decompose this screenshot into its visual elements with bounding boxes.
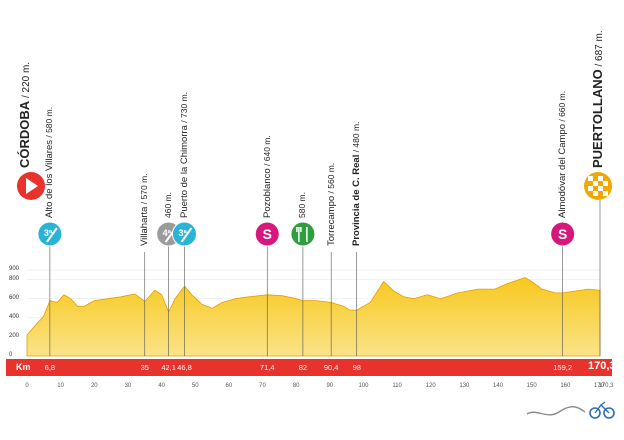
km-total: 170,3 [588, 360, 616, 372]
waypoint-label: Villaharta / 570 m. [139, 173, 150, 246]
x-tick-label: 30 [124, 383, 132, 389]
place-altitude: / 220 m. [21, 61, 32, 101]
climb-3-icon: 3ª [37, 221, 63, 247]
waypoint-km: 35 [140, 363, 149, 372]
svg-text:3ª: 3ª [178, 228, 187, 238]
y-tick-label: 800 [9, 275, 20, 282]
place-name: CÓRDOBA [17, 100, 32, 168]
place-altitude: / 570 m. [139, 173, 150, 207]
sprint-icon: S [254, 221, 280, 247]
x-tick-label: 110 [392, 383, 402, 389]
waypoint-label: 580 m. [297, 192, 308, 218]
place-name: Alto de los Villares [44, 140, 56, 218]
x-tick-label: 170,3 [598, 383, 614, 389]
x-tick-label: 90 [326, 383, 334, 389]
place-altitude: / 580 m. [44, 106, 55, 141]
waypoint-label: Pozoblanco / 640 m. [262, 135, 273, 218]
place-altitude: 580 m. [297, 192, 308, 218]
start-label: CÓRDOBA / 220 m. [17, 61, 34, 168]
x-tick-label: 20 [90, 383, 98, 389]
waypoint-label: Provincia de C. Real / 480 m. [351, 122, 362, 246]
waypoint-km: 98 [352, 363, 361, 372]
y-tick-label: 900 [9, 266, 20, 272]
x-tick-label: 70 [259, 383, 266, 389]
place-altitude: 460 m. [163, 192, 174, 218]
place-name: Pozoblanco [261, 168, 273, 218]
km-bar-label: Km [16, 362, 31, 372]
x-tick-label: 150 [526, 383, 537, 389]
waypoint-km: 82 [298, 363, 308, 372]
x-tick-label: 80 [292, 383, 300, 389]
svg-text:S: S [558, 226, 567, 242]
place-altitude: / 640 m. [261, 135, 272, 169]
x-tick-label: 0 [25, 383, 29, 389]
waypoint-km: 6,8 [44, 363, 56, 372]
sprint-icon: S [550, 221, 576, 247]
cyclist-logo-icon [526, 401, 615, 419]
waypoint-label: Torrecampo / 560 m. [326, 163, 337, 246]
waypoint-label: Almodóvar del Campo / 660 m. [557, 91, 568, 218]
waypoint-km: 159,2 [553, 363, 573, 372]
waypoint-label: 460 m. [163, 192, 174, 218]
place-altitude: / 660 m. [557, 90, 568, 124]
place-name: Villaharta [139, 206, 151, 246]
x-tick-label: 130 [459, 383, 470, 389]
y-tick-label: 400 [9, 313, 20, 320]
km-bar [6, 359, 612, 376]
finish-marker-icon [584, 172, 612, 200]
place-name: PUERTOLLANO [590, 69, 605, 168]
y-tick-label: 600 [9, 294, 20, 301]
place-name: Almodóvar del Campo [557, 124, 569, 218]
waypoint-km: 71,4 [259, 363, 275, 372]
finish-label: PUERTOLLANO / 687 m. [590, 30, 607, 168]
x-tick-label: 160 [560, 383, 571, 389]
start-marker-icon [17, 172, 45, 200]
waypoint-label: Alto de los Villares / 580 m. [44, 107, 55, 218]
y-tick-label: 0 [9, 352, 13, 358]
waypoint-label: Puerto de la Chimorra / 730 m. [179, 92, 190, 218]
place-altitude: / 687 m. [594, 30, 605, 70]
place-name: Provincia de C. Real [351, 154, 363, 246]
x-tick-label: 170 [593, 383, 604, 389]
feed-zone-icon [290, 221, 316, 247]
place-altitude: / 480 m. [351, 121, 362, 155]
place-altitude: / 730 m. [178, 91, 189, 126]
x-tick-label: 50 [191, 383, 199, 389]
place-altitude: / 560 m. [325, 162, 336, 196]
waypoint-km: 46,8 [177, 363, 192, 372]
x-tick-label: 60 [225, 383, 233, 389]
y-tick-label: 200 [9, 332, 20, 339]
place-name: Torrecampo [325, 195, 337, 246]
place-name: Puerto de la Chimorra [178, 125, 190, 218]
svg-text:3ª: 3ª [44, 228, 53, 238]
x-tick-label: 10 [57, 383, 64, 389]
svg-text:S: S [263, 226, 272, 242]
x-tick-label: 40 [158, 383, 165, 389]
waypoint-km: 42,1 [161, 363, 176, 372]
profile-area [26, 277, 601, 357]
waypoint-km: 90,4 [323, 363, 339, 372]
x-tick-label: 140 [493, 383, 504, 389]
climb-3-icon: 3ª [171, 221, 197, 247]
x-tick-label: 100 [358, 383, 369, 389]
x-tick-label: 120 [425, 383, 436, 389]
svg-text:4ª: 4ª [163, 228, 172, 238]
